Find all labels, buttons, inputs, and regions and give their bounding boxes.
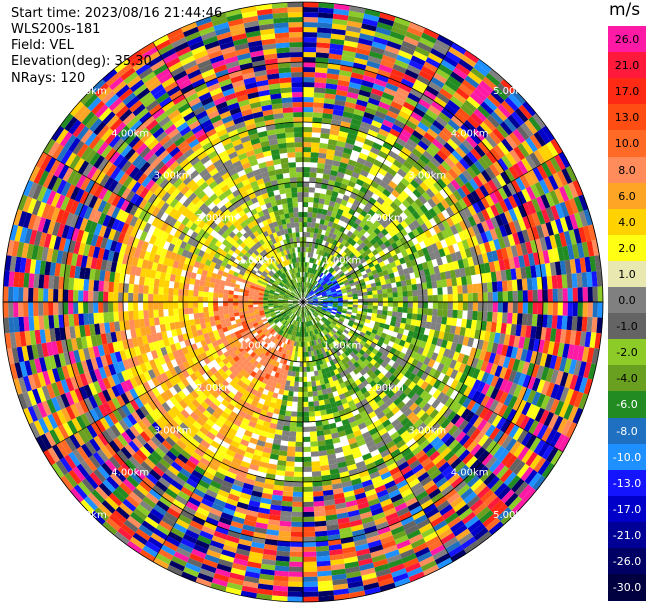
range-label: 1.00km [323, 256, 361, 267]
colorbar-unit: m/s [609, 0, 641, 20]
colorbar-cell: -13.0 [608, 469, 646, 497]
colorbar-cell: -10.0 [608, 443, 646, 471]
velocity-gates [3, 2, 603, 602]
colorbar-cell: 10.0 [608, 130, 646, 158]
nrays-text: NRays: 120 [11, 71, 86, 86]
instrument-text: WLS200s-181 [11, 22, 101, 37]
colorbar-cell: -2.0 [608, 339, 646, 367]
colorbar-cell: -21.0 [608, 521, 646, 549]
range-label: 1.00km [239, 340, 277, 351]
colorbar-cell: -30.0 [608, 574, 646, 602]
range-label: 1.00km [323, 340, 361, 351]
colorbar-cell: 26.0 [608, 26, 646, 53]
azimuth-spoke [302, 301, 563, 453]
colorbar-cell: -6.0 [608, 391, 646, 419]
colorbar-cell: 8.0 [608, 156, 646, 184]
range-label: 3.00km [408, 425, 446, 436]
azimuth-spoke [43, 301, 304, 453]
colorbar-cell: 17.0 [608, 78, 646, 106]
colorbar-cell: 4.0 [608, 208, 646, 236]
range-label: 3.00km [154, 171, 192, 182]
range-label: 2.00km [366, 213, 404, 224]
colorbar-cell: -8.0 [608, 417, 646, 445]
range-label: 2.00km [196, 213, 234, 224]
range-label: 5.00km [493, 86, 531, 97]
range-label: 4.00km [451, 128, 489, 139]
range-label: 4.00km [111, 128, 149, 139]
colorbar-cell: 21.0 [608, 52, 646, 80]
colorbar-cell: 6.0 [608, 182, 646, 210]
elevation-text: Elevation(deg): 35.30 [11, 54, 152, 69]
colorbar-cell: -4.0 [608, 365, 646, 393]
range-label: 2.00km [366, 383, 404, 394]
azimuth-spoke [302, 42, 454, 303]
range-label: 5.00km [493, 510, 531, 521]
azimuth-spoke [302, 151, 563, 303]
colorbar-cell: -17.0 [608, 495, 646, 523]
field-text: Field: VEL [11, 38, 74, 53]
azimuth-spoke [152, 42, 304, 303]
range-label: 5.00km [69, 510, 107, 521]
azimuth-spoke [43, 151, 304, 303]
colorbar-cell: -1.0 [608, 313, 646, 341]
range-label: 1.00km [239, 256, 277, 267]
azimuth-spoke [302, 301, 454, 562]
range-label: 5.00km [69, 86, 107, 97]
colorbar-cell: 1.0 [608, 260, 646, 288]
colorbar-cell: 13.0 [608, 104, 646, 132]
colorbar-cell: -26.0 [608, 548, 646, 575]
colorbar-cell: 2.0 [608, 234, 646, 262]
range-label: 3.00km [154, 425, 192, 436]
range-label: 4.00km [451, 468, 489, 479]
start-time-text: Start time: 2023/08/16 21:44:46 [11, 6, 223, 21]
range-label: 2.00km [196, 383, 234, 394]
range-label: 4.00km [111, 468, 149, 479]
azimuth-spoke [152, 301, 304, 562]
colorbar-cell: 0.0 [608, 287, 646, 314]
range-labels: 1.00km 1.00km 1.00km 1.00km 2.00km 2.00km 2.00… [69, 86, 531, 521]
range-label: 3.00km [408, 171, 446, 182]
azimuth-spokes [3, 2, 603, 602]
